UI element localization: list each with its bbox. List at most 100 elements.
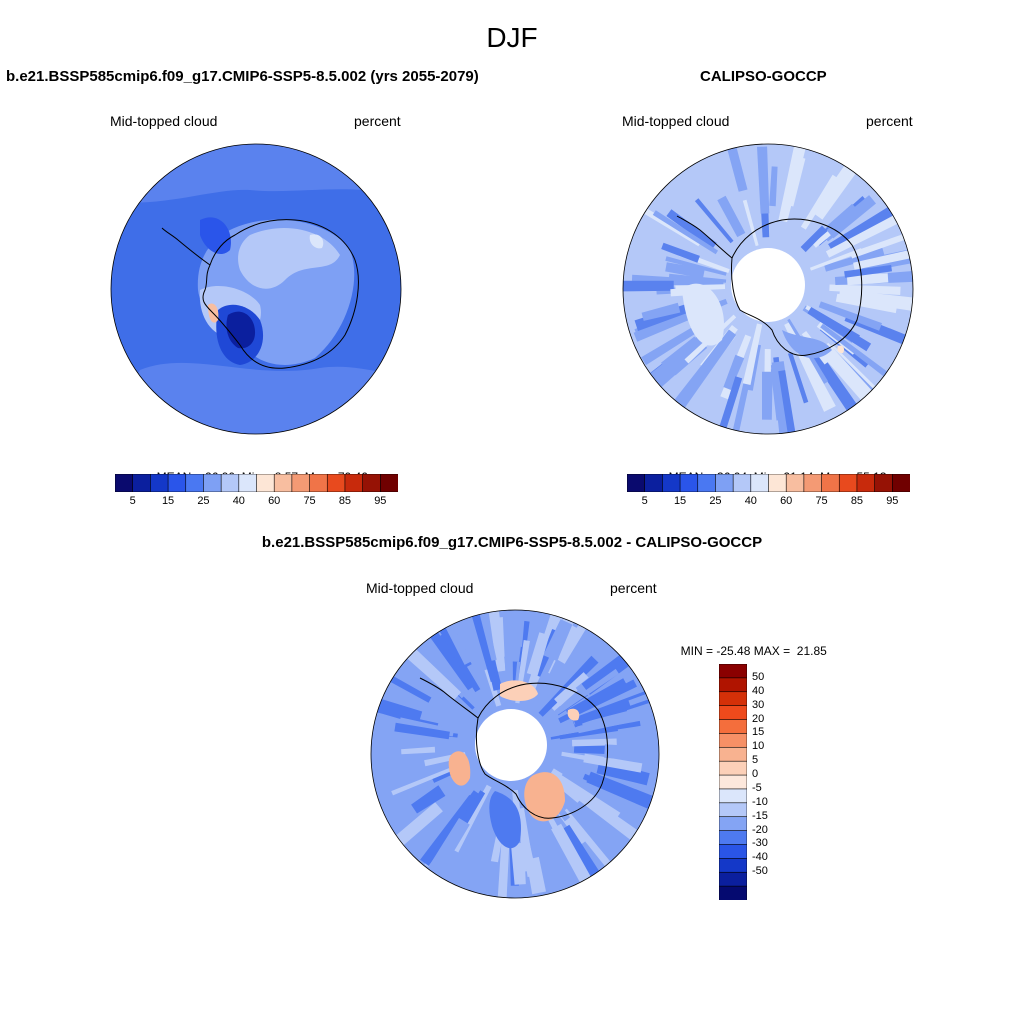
model-polar-map [110,143,402,435]
obs-colorbar-box [750,474,770,492]
diff-colorbar-box [719,760,747,776]
map-streak [824,247,885,272]
obs-panel-title: CALIPSO-GOCCP [700,68,827,85]
model-colorbar-box [380,474,398,492]
obs-pole-hole [731,248,805,322]
map-streak [577,709,652,734]
diff-max-value: 21.85 [796,644,827,658]
diff-map-warm-east [524,772,565,822]
diff-stats: MIN = -25.48 MAX = 21.85 [674,630,827,658]
diff-colorbar-label: 30 [752,698,765,711]
map-streak [517,807,536,877]
model-colorbar-box [150,474,169,492]
diff-colorbar-box [719,677,747,693]
map-streak [494,843,510,898]
model-antarctica-coast [202,219,359,369]
map-streak [818,301,882,331]
map-streak [444,621,472,665]
model-map-band-lower [111,362,401,434]
map-streak [742,199,759,247]
map-streak [543,619,573,662]
model-colorbar-label: 85 [338,495,352,507]
map-streak [723,354,745,390]
obs-colorbar-labels: 5 15 25 40 60 75 85 95 [627,495,910,511]
obs-colorbar-box [803,474,823,492]
model-colorbar-label: 5 [129,495,136,507]
diff-colorbar-label: 0 [752,768,759,781]
map-streak [560,771,628,815]
model-map-dark-west [200,217,231,255]
diff-colorbar-label: -40 [752,851,768,864]
diff-colorbar-label: -30 [752,837,768,850]
model-panel-title: b.e21.BSSP585cmip6.f09_g17.CMIP6-SSP5-8.… [6,68,479,85]
diff-colorbar-label: -5 [752,781,762,794]
map-streak [829,284,901,295]
diff-map-dark-south [489,791,521,849]
model-map-light-east [309,234,324,249]
map-streak [719,144,748,192]
diff-map-fill [371,610,659,898]
map-streak [762,371,773,420]
obs-colorbar-box [679,474,699,492]
map-streak [573,797,612,833]
map-streak [788,352,809,404]
diff-colorbar-label: -20 [752,823,768,836]
model-colorbar-box [291,474,311,492]
map-streak [391,766,455,796]
diff-colorbar-box [719,816,747,832]
diff-polar-map [370,609,660,899]
obs-colorbar-label: 60 [780,495,793,507]
model-colorbar-box [273,474,293,492]
diff-colorbar-labels: 50 40 30 20 15 10 5 0 -5 -10 -15 -20 -30 -40 -50 [752,664,792,900]
obs-colorbar-box [892,474,910,492]
map-streak [478,610,497,662]
model-colorbar-box [220,474,240,492]
model-colorbar-box [167,474,187,492]
model-map-fill [111,144,401,434]
obs-peninsula-coast [676,215,733,259]
map-streak [554,672,590,706]
diff-colorbar-box [719,788,747,804]
diff-colorbar [719,664,747,900]
map-streak [667,331,736,417]
diff-colorbar-box [719,664,747,679]
map-streak [811,154,864,220]
obs-colorbar-box [662,474,681,492]
model-colorbar-label: 15 [161,495,175,507]
map-streak [826,195,876,239]
map-streak [401,746,436,755]
map-streak [552,771,621,820]
obs-colorbar-label: 25 [709,495,722,507]
diff-min-value: -25.48 [716,644,751,658]
map-streak [371,750,443,768]
diff-colorbar-box [719,871,747,887]
obs-units-label: percent [866,113,913,129]
obs-colorbar-box [856,474,876,492]
map-streak [694,198,734,244]
model-colorbar-box [326,474,346,492]
map-streak [371,688,423,725]
map-streak [526,632,550,677]
map-streak [572,738,617,747]
model-colorbar-box [132,474,151,492]
map-streak [742,323,763,385]
map-streak [384,729,466,744]
map-streak [510,842,526,885]
map-streak [641,302,681,321]
obs-colorbar-box [838,474,858,492]
obs-colorbar-box [697,474,717,492]
map-streak [853,241,913,270]
diff-max-label: MAX = [753,644,791,658]
obs-colorbar-label: 15 [673,495,687,507]
map-streak [652,210,718,255]
model-peninsula-coast [161,227,211,266]
map-streak [559,725,618,740]
diff-colorbar-box [719,774,747,790]
diff-colorbar-label: 40 [752,684,765,697]
map-streak [666,209,717,249]
map-streak [432,650,477,703]
diff-colorbar-box [719,719,747,735]
obs-colorbar-label: 95 [886,495,899,507]
map-streak [521,803,542,859]
map-streak [668,273,727,283]
